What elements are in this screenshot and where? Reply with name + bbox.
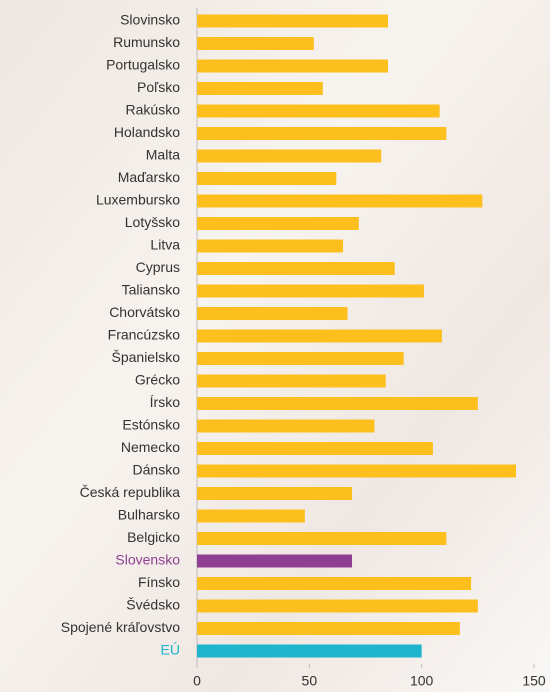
bar xyxy=(197,375,386,388)
bar xyxy=(197,622,460,635)
bar xyxy=(197,532,446,545)
bar xyxy=(197,82,323,95)
y-tick-label: Grécko xyxy=(135,372,180,388)
bar xyxy=(197,645,422,658)
y-tick-label: Nemecko xyxy=(121,439,180,455)
bar xyxy=(197,352,404,365)
bar xyxy=(197,577,471,590)
bar xyxy=(197,172,336,185)
y-tick-label: Spojené kráľovstvo xyxy=(61,619,180,635)
x-tick-label: 150 xyxy=(522,673,546,689)
y-tick-label: Chorvátsko xyxy=(109,304,180,320)
y-tick-label: Holandsko xyxy=(114,124,180,140)
y-tick-label: Belgicko xyxy=(127,529,180,545)
bar xyxy=(197,487,352,500)
x-tick-label: 0 xyxy=(193,673,201,689)
y-tick-label: Rumunsko xyxy=(113,34,180,50)
bar xyxy=(197,195,482,208)
y-tick-label: Írsko xyxy=(150,394,181,410)
y-tick-label: Bulharsko xyxy=(118,507,180,523)
y-tick-label: Maďarsko xyxy=(118,169,181,185)
y-tick-label: Malta xyxy=(146,147,180,163)
bar xyxy=(197,105,440,118)
y-tick-label: Francúzsko xyxy=(108,327,181,343)
bar xyxy=(197,600,478,613)
bar xyxy=(197,397,478,410)
bar xyxy=(197,150,381,163)
y-tick-label: Lotyšsko xyxy=(125,214,180,230)
y-tick-label: Rakúsko xyxy=(126,102,181,118)
bar xyxy=(197,555,352,568)
y-tick-label: Dánsko xyxy=(133,462,181,478)
bar xyxy=(197,127,446,140)
bar xyxy=(197,285,424,298)
y-tick-label: Cyprus xyxy=(136,259,180,275)
bar xyxy=(197,15,388,28)
y-tick-label: Slovensko xyxy=(115,552,180,568)
bar xyxy=(197,217,359,230)
bar xyxy=(197,465,516,478)
bar xyxy=(197,307,348,320)
bar xyxy=(197,420,374,433)
y-tick-label: Taliansko xyxy=(122,282,181,298)
y-tick-label: Litva xyxy=(150,237,180,253)
bar xyxy=(197,240,343,253)
y-tick-label: Česká republika xyxy=(80,484,181,500)
bar xyxy=(197,330,442,343)
bar xyxy=(197,262,395,275)
y-tick-label: Luxembursko xyxy=(96,192,180,208)
y-tick-label: Švédsko xyxy=(126,597,180,613)
bar xyxy=(197,510,305,523)
y-tick-label: Portugalsko xyxy=(106,57,180,73)
y-tick-label: Španielsko xyxy=(112,349,181,365)
y-tick-label: Slovinsko xyxy=(120,12,180,28)
bar xyxy=(197,37,314,50)
chart: 0 50 100 150 Slovinsko Rumunsko Portugalsko Poľ… xyxy=(0,0,550,692)
y-tick-label: Estónsko xyxy=(122,417,180,433)
bar xyxy=(197,442,433,455)
x-tick-label: 100 xyxy=(410,673,434,689)
y-tick-label: EÚ xyxy=(161,642,180,658)
y-tick-label: Poľsko xyxy=(137,79,180,95)
x-tick-label: 50 xyxy=(302,673,318,689)
bar xyxy=(197,60,388,73)
y-tick-label: Fínsko xyxy=(138,574,180,590)
